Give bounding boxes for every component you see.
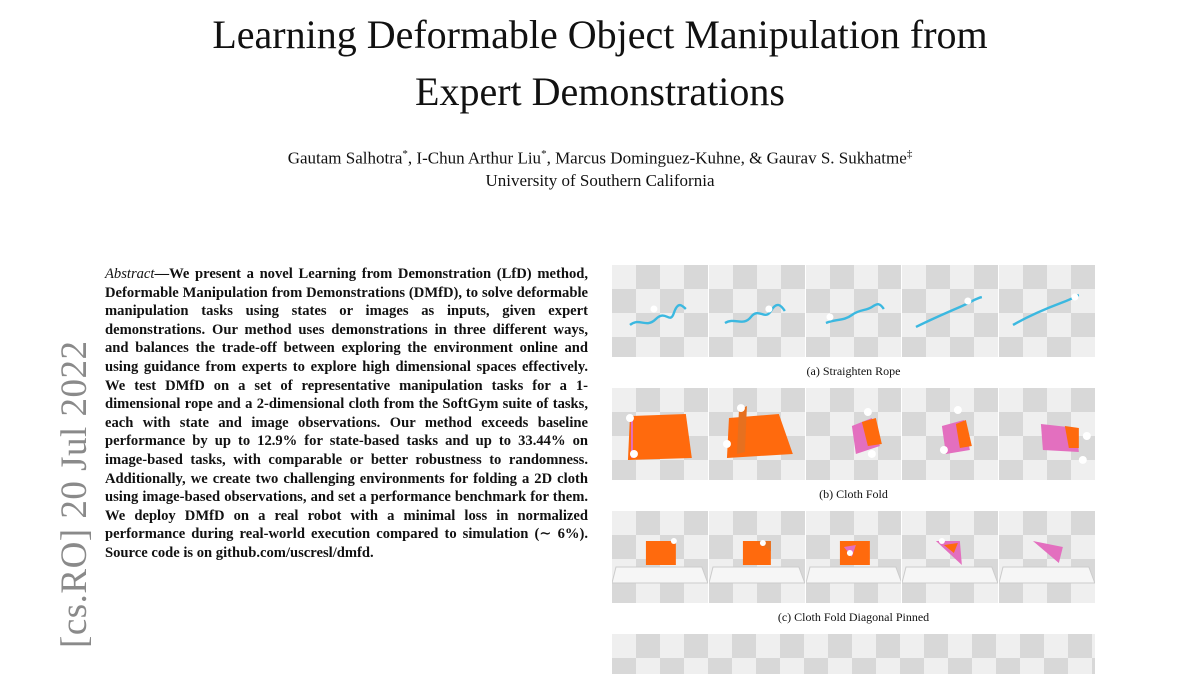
title-line-2: Expert Demonstrations (415, 69, 785, 114)
diagonal-pinned-frame (612, 511, 709, 603)
cloth-fold-frame (999, 388, 1095, 480)
author-separator: , (546, 148, 556, 168)
author-separator: , & (740, 148, 767, 168)
author-name: Marcus Dominguez-Kuhne (555, 148, 741, 168)
caption-cloth-fold: (b) Cloth Fold (819, 487, 888, 501)
cloth-fold-frame (612, 388, 709, 480)
caption-straighten-rope: (a) Straighten Rope (806, 364, 901, 378)
cloth-render (805, 541, 902, 584)
author-name: I-Chun Arthur Liu (416, 148, 542, 168)
abstract-label: Abstract (105, 266, 155, 282)
cloth-render (722, 404, 793, 458)
rope-render (629, 303, 687, 326)
cloth-fold-frame (708, 388, 806, 480)
author-mark: * (402, 148, 408, 160)
rope-frame (999, 265, 1095, 357)
figure-strip-cloth-fold (612, 388, 1095, 480)
cloth-render (612, 538, 708, 584)
cloth-render (999, 541, 1095, 584)
abstract: Abstract—We present a novel Learning fro… (105, 265, 588, 563)
rope-frame (805, 265, 903, 357)
rope-render (724, 303, 786, 325)
cloth-render (940, 406, 973, 454)
rope-render (1012, 293, 1080, 327)
author-mark: * (541, 148, 547, 160)
cloth-render (1041, 424, 1091, 464)
diagonal-pinned-frame (999, 511, 1095, 603)
rope-frame (708, 265, 806, 357)
arxiv-stamp: [cs.RO] 20 Jul 2022 (54, 340, 95, 648)
figure-strip-rope (612, 265, 1095, 357)
rope-frame (612, 265, 709, 357)
figure: (a) Straighten Rope (612, 265, 1095, 674)
author-name: Gautam Salhotra (287, 148, 403, 168)
affiliation: University of Southern California (485, 171, 715, 190)
rope-render (825, 303, 885, 325)
cloth-fold-frame (902, 388, 1000, 480)
rope-frame (902, 265, 1000, 357)
abstract-dash: — (154, 266, 170, 282)
figure-strip-cloth-fold-diagonal-pinned (612, 511, 1095, 603)
title-line-1: Learning Deformable Object Manipulation … (212, 12, 988, 57)
author-name: Gaurav S. Sukhatme (766, 148, 907, 168)
abstract-text: We present a novel Learning from Demonst… (105, 266, 588, 561)
cloth-render (708, 540, 805, 584)
paper-title: Learning Deformable Object Manipulation … (0, 6, 1200, 120)
author-list: Gautam Salhotra*, I-Chun Arthur Liu*, Ma… (0, 143, 1200, 170)
diagonal-pinned-frame (805, 511, 903, 603)
author-mark: ‡ (906, 148, 913, 160)
cloth-render (851, 408, 882, 458)
rope-render (915, 295, 983, 329)
caption-cloth-fold-diagonal-pinned: (c) Cloth Fold Diagonal Pinned (777, 610, 930, 624)
diagonal-pinned-frame (708, 511, 806, 603)
cloth-render (902, 538, 999, 584)
cloth-fold-frame (805, 388, 903, 480)
diagonal-pinned-frame (902, 511, 1000, 603)
figure-strip-next-partial (612, 634, 1095, 674)
cloth-render (625, 414, 692, 460)
author-separator: , (407, 148, 417, 168)
